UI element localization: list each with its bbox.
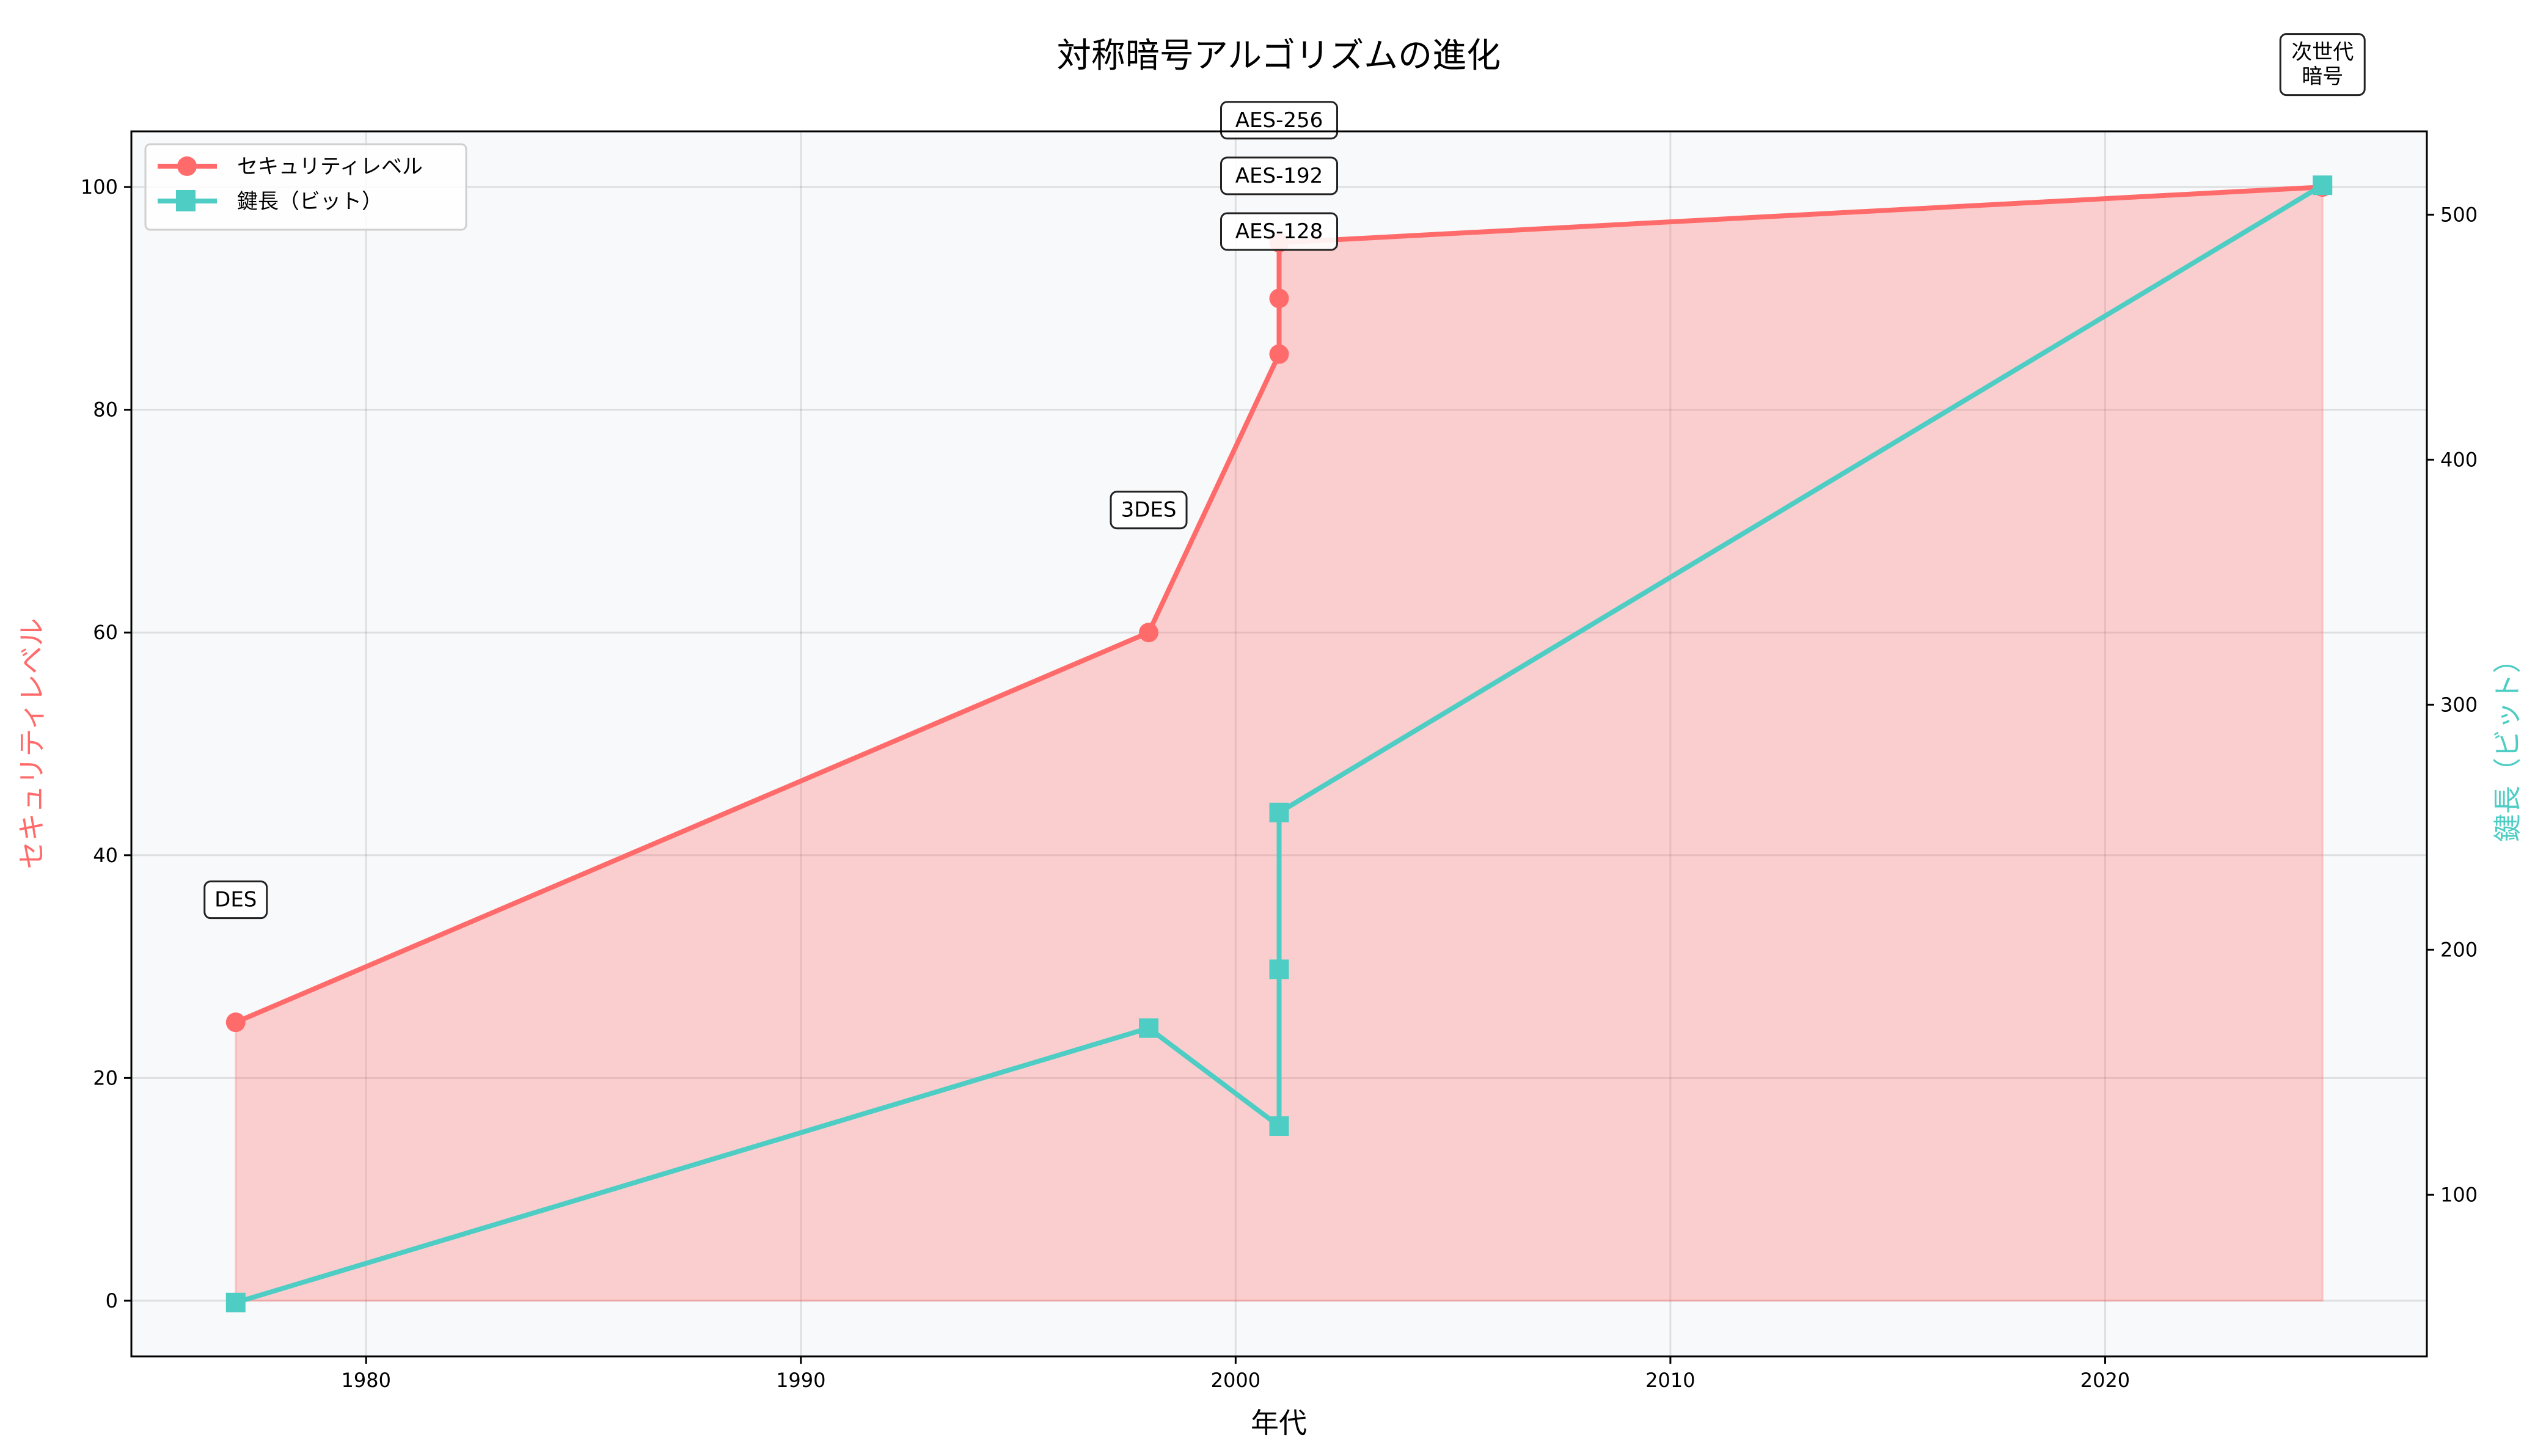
- security-point: [1269, 344, 1289, 364]
- annotation-label: DES: [214, 888, 257, 912]
- axes-frame: [130, 130, 2428, 1358]
- annotation-box: [203, 880, 268, 920]
- keylength-point: [1269, 959, 1289, 979]
- legend: セキュリティレベル 鍵長（ビット）: [144, 143, 467, 231]
- annotation-label: AES-256: [1235, 108, 1323, 133]
- keylength-point: [1269, 802, 1289, 822]
- x-tick-label: 1980: [342, 1369, 391, 1392]
- annotation-label: AES-192: [1235, 164, 1323, 188]
- y-tick-label-left: 80: [93, 398, 118, 422]
- security-point: [1139, 623, 1159, 643]
- y-tick-label-left: 40: [93, 844, 118, 867]
- ticks: 1980 1990 2000 2010 2020 0 20 40 60 80 100 100 200 30…: [81, 175, 2478, 1392]
- annotation-box: [1110, 491, 1188, 530]
- annotation-box: [1220, 156, 1338, 196]
- legend-label-security: セキュリティレベル: [237, 155, 423, 179]
- x-tick-label: 2020: [2080, 1369, 2130, 1392]
- y-tick-label-left: 60: [93, 621, 118, 644]
- annotation-label: 暗号: [2302, 65, 2343, 89]
- security-line: [235, 185, 2323, 1025]
- keylength-point: [225, 1292, 246, 1312]
- annotation-label: 3DES: [1121, 498, 1177, 522]
- chart-title: 対称暗号アルゴリズムの進化: [1057, 36, 1501, 76]
- keylength-point: [1269, 1116, 1289, 1136]
- y-tick-label-right: 100: [2440, 1183, 2478, 1206]
- y-tick-label-right: 200: [2440, 938, 2478, 961]
- legend-marker-circle: [177, 156, 197, 176]
- security-point: [225, 1012, 246, 1033]
- x-tick-label: 2010: [1645, 1369, 1695, 1392]
- annotation-label: AES-128: [1235, 219, 1323, 244]
- y-axis-label-right: 鍵長（ビット）: [2491, 645, 2524, 842]
- y-tick-label-right: 500: [2440, 203, 2478, 226]
- x-tick-label: 1990: [776, 1369, 825, 1392]
- y-tick-label-left: 20: [93, 1066, 118, 1089]
- annotation-box: [2279, 33, 2366, 97]
- keylength-point: [1139, 1018, 1159, 1038]
- x-tick-label: 2000: [1211, 1369, 1260, 1392]
- legend-label-keylength: 鍵長（ビット）: [237, 189, 382, 214]
- y-tick-label-left: 100: [81, 175, 118, 199]
- keylength-line: [235, 183, 2324, 1305]
- y-tick-label-left: 0: [106, 1289, 118, 1312]
- annotation-label: 次世代: [2291, 40, 2354, 65]
- legend-marker-square: [176, 190, 196, 211]
- security-point: [1269, 288, 1289, 309]
- y-tick-label-right: 300: [2440, 693, 2478, 716]
- x-axis-label: 年代: [1251, 1407, 1307, 1440]
- annotation-box: [1220, 101, 1338, 140]
- keylength-point: [2313, 175, 2333, 196]
- annotation-box: [1220, 212, 1338, 251]
- y-tick-label-right: 400: [2440, 448, 2478, 471]
- y-axis-label-left: セキュリティレベル: [15, 618, 48, 869]
